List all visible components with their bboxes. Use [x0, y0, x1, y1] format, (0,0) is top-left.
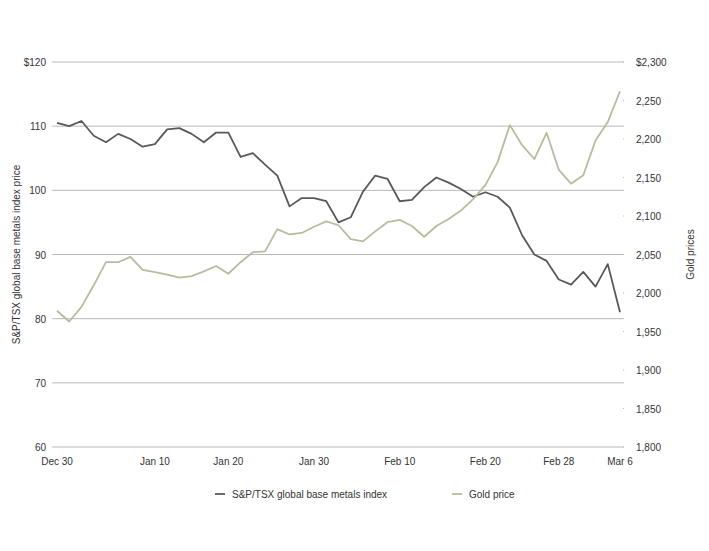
- y2-tick-label: 2,000: [636, 288, 661, 299]
- y2-tick: [623, 370, 624, 371]
- y2-tick-label: 1,800: [636, 442, 661, 453]
- y-tick-label: 110: [30, 121, 46, 132]
- grid-line: [52, 382, 624, 383]
- chart: 60 70 80 90 100 110 $120 1,800 1,850 1,900 1,950 2,…: [0, 0, 709, 551]
- plot-area: [57, 91, 620, 321]
- x-tick-label: Jan 20: [213, 456, 243, 467]
- legend-label: S&P/TSX global base metals index: [232, 489, 387, 500]
- grid-line: [52, 190, 624, 191]
- x-tick-label: Feb 28: [543, 456, 575, 467]
- x-tick-label: Jan 30: [299, 456, 329, 467]
- grid-line: [52, 254, 624, 255]
- y-axis-title: S&P/TSX global base metals index price: [11, 164, 22, 344]
- grid-line: [52, 126, 624, 127]
- x-tick-label: Feb 10: [384, 456, 416, 467]
- y-tick-label: $120: [24, 57, 47, 68]
- series-line: [57, 91, 620, 321]
- y-tick-label: 100: [29, 185, 46, 196]
- x-tick-label: Dec 30: [41, 456, 73, 467]
- y-tick-label: 90: [35, 250, 47, 261]
- y2-tick-label: 2,200: [636, 134, 661, 145]
- y-tick-label: 60: [35, 442, 47, 453]
- legend-swatch: [215, 493, 225, 495]
- y2-tick: [623, 254, 624, 255]
- y2-tick: [623, 139, 624, 140]
- y2-tick-label: 1,900: [636, 365, 661, 376]
- y2-tick: [623, 177, 624, 178]
- y-tick-label: 80: [35, 314, 47, 325]
- grid-line: [52, 447, 624, 448]
- grid-line: [52, 62, 624, 63]
- legend-swatch: [452, 493, 462, 495]
- y2-tick-label: $2,300: [636, 57, 667, 68]
- y2-tick: [623, 216, 624, 217]
- y2-tick: [623, 100, 624, 101]
- y2-tick: [623, 62, 624, 63]
- y2-axis-title: Gold prices: [685, 229, 696, 280]
- y2-tick-label: 2,050: [636, 250, 661, 261]
- y2-tick-label: 2,250: [636, 96, 661, 107]
- y2-tick-label: 2,100: [636, 211, 661, 222]
- y2-tick: [623, 331, 624, 332]
- y-tick-label: 70: [35, 378, 47, 389]
- y2-tick: [623, 293, 624, 294]
- x-tick-label: Jan 10: [140, 456, 170, 467]
- y2-tick: [623, 408, 624, 409]
- y2-tick-label: 2,150: [636, 173, 661, 184]
- legend-label: Gold price: [469, 489, 515, 500]
- x-tick-label: Mar 6: [607, 456, 633, 467]
- y2-tick-label: 1,950: [636, 327, 661, 338]
- series-line: [57, 121, 620, 312]
- grid-line: [52, 318, 624, 319]
- y2-tick-label: 1,850: [636, 404, 661, 415]
- y2-tick: [623, 447, 624, 448]
- x-tick-label: Feb 20: [470, 456, 502, 467]
- grid: [52, 62, 624, 447]
